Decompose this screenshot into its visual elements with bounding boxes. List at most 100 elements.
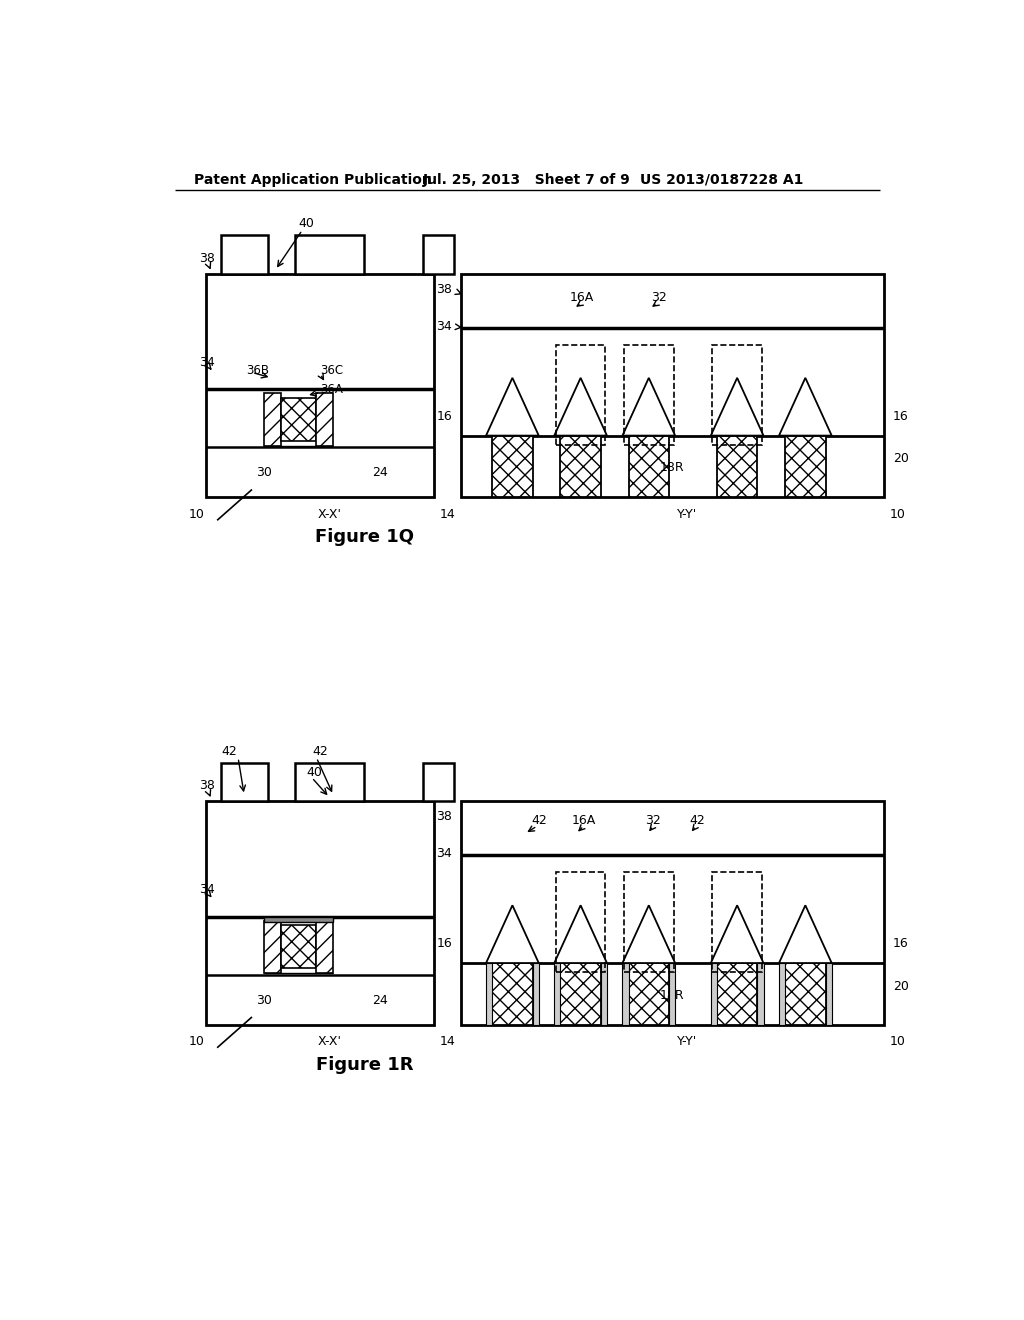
Text: 32: 32	[645, 814, 662, 828]
Text: Y-Y': Y-Y'	[678, 508, 697, 520]
Text: Y-Y': Y-Y'	[678, 1035, 697, 1048]
Text: 38: 38	[199, 252, 215, 265]
Text: X-X': X-X'	[317, 1035, 341, 1048]
Text: 16: 16	[893, 409, 908, 422]
Bar	[624, 345, 674, 445]
Bar	[423, 763, 454, 801]
Bar	[316, 393, 334, 446]
Text: 36A: 36A	[321, 383, 343, 396]
Text: 20: 20	[893, 453, 909, 465]
Bar	[624, 873, 674, 973]
Text: 24: 24	[372, 994, 388, 1007]
Text: 16: 16	[893, 937, 908, 950]
Polygon shape	[623, 378, 675, 436]
Bar	[461, 801, 884, 1024]
Bar	[601, 964, 607, 1024]
Text: 18R: 18R	[659, 989, 684, 1002]
Bar	[263, 921, 281, 973]
Bar	[825, 964, 831, 1024]
Text: 38: 38	[436, 810, 452, 824]
Bar	[554, 964, 560, 1024]
Polygon shape	[486, 906, 539, 964]
Text: 16: 16	[436, 937, 452, 950]
Bar	[295, 235, 365, 275]
Polygon shape	[554, 906, 607, 964]
Text: 42: 42	[530, 814, 547, 828]
Polygon shape	[711, 906, 764, 964]
Text: 18R: 18R	[659, 462, 684, 474]
Polygon shape	[779, 906, 831, 964]
Text: 42: 42	[221, 744, 237, 758]
Text: 38: 38	[436, 282, 452, 296]
Text: 36B: 36B	[246, 363, 268, 376]
Bar	[556, 873, 605, 973]
Bar	[785, 964, 825, 1024]
Bar	[461, 275, 884, 498]
Bar	[785, 436, 825, 498]
Text: 34: 34	[436, 847, 452, 861]
Bar	[556, 345, 605, 445]
Text: 30: 30	[256, 466, 271, 479]
Polygon shape	[623, 906, 675, 964]
Text: 34: 34	[436, 319, 452, 333]
Text: 14: 14	[439, 508, 456, 520]
Polygon shape	[711, 378, 764, 436]
Text: Figure 1R: Figure 1R	[315, 1056, 413, 1073]
Bar	[486, 964, 493, 1024]
Polygon shape	[486, 378, 539, 436]
Polygon shape	[554, 378, 607, 436]
Bar	[281, 397, 316, 441]
Bar	[717, 436, 758, 498]
Bar	[532, 964, 539, 1024]
Text: 14: 14	[439, 1035, 456, 1048]
Bar	[206, 275, 434, 498]
Text: 30: 30	[256, 994, 271, 1007]
Bar	[316, 921, 334, 973]
Bar	[717, 964, 758, 1024]
Text: 34: 34	[200, 883, 215, 896]
Text: 40: 40	[298, 218, 314, 231]
Bar	[281, 925, 316, 969]
Bar	[711, 964, 717, 1024]
Bar	[263, 917, 334, 923]
Text: US 2013/0187228 A1: US 2013/0187228 A1	[640, 173, 803, 187]
Bar	[423, 235, 454, 275]
Bar	[629, 964, 669, 1024]
Text: X-X': X-X'	[317, 508, 341, 520]
Bar	[779, 964, 785, 1024]
Bar	[493, 964, 532, 1024]
Bar	[560, 964, 601, 1024]
Text: 10: 10	[890, 508, 905, 520]
Text: 16: 16	[436, 409, 452, 422]
Text: Jul. 25, 2013   Sheet 7 of 9: Jul. 25, 2013 Sheet 7 of 9	[423, 173, 630, 187]
Bar	[713, 873, 762, 973]
Bar	[295, 763, 365, 801]
Bar	[629, 436, 669, 498]
Text: 40: 40	[306, 766, 322, 779]
Text: Figure 1Q: Figure 1Q	[314, 528, 414, 546]
Text: 16A: 16A	[571, 814, 596, 828]
Text: 42: 42	[312, 744, 328, 758]
Bar	[713, 345, 762, 445]
Bar	[221, 763, 267, 801]
Text: 10: 10	[890, 1035, 905, 1048]
Text: 16A: 16A	[569, 290, 594, 304]
Text: 20: 20	[893, 979, 909, 993]
Text: 32: 32	[651, 290, 667, 304]
Text: 24: 24	[372, 466, 388, 479]
Text: 10: 10	[188, 508, 204, 520]
Text: 10: 10	[188, 1035, 204, 1048]
Bar	[263, 393, 281, 446]
Text: 36C: 36C	[321, 363, 343, 376]
Text: 34: 34	[200, 356, 215, 370]
Bar	[493, 436, 532, 498]
Polygon shape	[779, 378, 831, 436]
Bar	[669, 964, 675, 1024]
Bar	[221, 235, 267, 275]
Text: 38: 38	[199, 779, 215, 792]
Text: Patent Application Publication: Patent Application Publication	[194, 173, 432, 187]
Bar	[560, 436, 601, 498]
Text: 42: 42	[690, 814, 706, 828]
Bar	[758, 964, 764, 1024]
Bar	[206, 801, 434, 1024]
